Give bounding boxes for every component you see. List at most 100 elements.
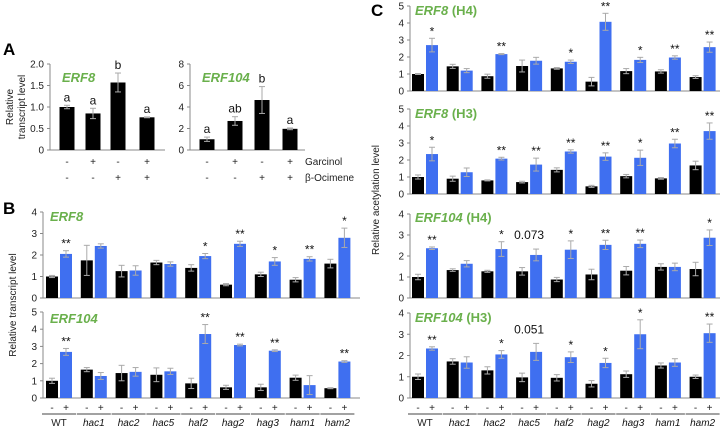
bar-control [446,361,459,398]
bar-treated [564,357,577,398]
significance-mark: * [603,344,608,358]
panel-label-c: C [371,1,383,20]
bar-control [689,165,702,194]
chart-title: ERF8 [62,70,96,85]
genotype-label: WT [51,418,67,429]
significance-mark: ** [340,347,350,361]
y-tick-label: 4 [31,325,37,336]
bar-control [585,186,598,194]
y-tick-label: 0 [31,394,37,405]
bar-treated [164,371,177,398]
ocimene-label: β-Ocimene [305,173,355,184]
bar-control [550,377,563,398]
ocimene-sign: + [144,173,150,184]
significance-mark: ** [61,237,71,251]
genotype-label: hac5 [518,418,540,429]
bar-control [550,279,563,298]
plus-sign: + [133,403,139,414]
bar-control [185,267,198,298]
significance-mark: * [638,43,643,57]
bar-control [80,369,93,398]
y-tick-label: 2 [398,351,404,362]
significance-mark: * [203,239,208,253]
bar-control [324,263,337,298]
significance-mark: ** [705,310,715,324]
gene-name: ERF104 [415,310,463,325]
y-tick-label: 3 [31,229,37,240]
y-tick-label: 0.5 [30,124,44,135]
mark-name: (H4) [448,3,477,18]
plus-sign: + [568,403,574,414]
chart-title: ERF8 (H4) [415,3,477,18]
y-tick-label: 2 [31,251,37,262]
bar-control [481,370,494,398]
significance-mark: ** [427,333,437,347]
genotype-label: hag2 [587,418,610,429]
garcinol-sign: - [260,157,263,168]
bar-treated [460,172,473,194]
significance-letter: a [144,102,151,116]
genotype-label: hag2 [222,418,245,429]
y-tick-label: 4 [178,103,184,114]
bar-control [689,77,702,91]
significance-mark: ** [305,243,315,257]
significance-mark: ** [497,143,507,157]
mark-name: (H3) [448,106,477,121]
garcinol-sign: + [287,157,293,168]
genotype-label: haf2 [554,418,574,429]
bar [227,120,243,150]
bar-treated [94,245,107,298]
bar-control [289,279,302,298]
significance-mark: * [568,338,573,352]
genotype-label: hac2 [118,418,140,429]
bar [282,128,298,150]
y-tick-label: 2 [398,156,404,167]
bar-control [80,260,93,298]
plus-sign: + [341,403,347,414]
significance-letter: ab [228,102,242,116]
bar-treated [703,47,716,91]
mark-name: (H3) [463,310,492,325]
bar-treated [426,348,438,398]
gene-name: ERF8 [415,106,449,121]
y-tick-label: 4 [398,19,404,30]
plus-sign: + [464,403,470,414]
bar-treated [338,361,351,398]
minus-sign: - [190,403,193,414]
significance-mark: * [568,227,573,241]
y-tick-label: 1 [398,372,404,383]
genotype-label: haf2 [188,418,208,429]
y-tick-label: 4 [31,208,37,219]
significance-mark: ** [601,0,611,13]
y-tick-label: 4 [398,309,404,320]
bar-control [585,274,598,298]
bar [85,113,101,150]
y-tick-label: 3 [398,231,404,242]
garcinol-sign: - [65,157,68,168]
bar-treated [599,156,612,194]
y-tick-label: 3 [31,342,37,353]
bar-treated [426,248,438,298]
significance-mark: ** [705,28,715,42]
bar-control [289,377,302,398]
gene-name: ERF104 [50,311,98,326]
genotype-label: hac5 [153,418,175,429]
significance-mark: ** [427,233,437,247]
genotype-label: ham1 [655,418,680,429]
bar-control [550,68,563,91]
y-tick-label: 0 [398,294,404,305]
garcinol-sign: + [232,157,238,168]
bar-treated [60,351,72,398]
bar-control [620,176,633,194]
bar-control [46,380,58,398]
bar-treated [495,158,508,194]
garcinol-sign: + [144,157,150,168]
plus-sign: + [637,403,643,414]
significance-mark: ** [670,125,680,139]
significance-mark: * [499,337,504,351]
bar-treated [234,243,246,298]
bar-control [481,76,494,91]
mark-name: (H4) [463,210,492,225]
significance-letter: a [204,122,211,136]
